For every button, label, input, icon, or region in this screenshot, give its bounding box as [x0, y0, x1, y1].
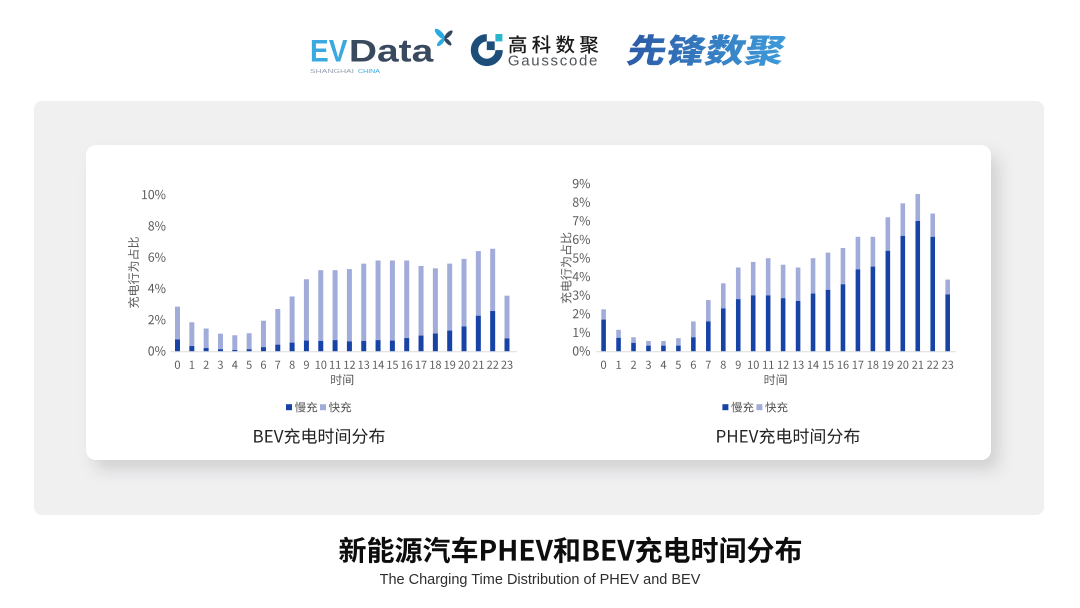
svg-text:CHINA: CHINA: [358, 69, 380, 75]
svg-text:EV: EV: [310, 33, 347, 69]
svg-text:SHANGHAI: SHANGHAI: [310, 69, 355, 75]
svg-text:Data: Data: [349, 33, 434, 69]
svg-text:The Charging Time Distribution: The Charging Time Distribution of PHEV a…: [380, 572, 701, 588]
svg-text:Gausscode: Gausscode: [508, 53, 599, 70]
